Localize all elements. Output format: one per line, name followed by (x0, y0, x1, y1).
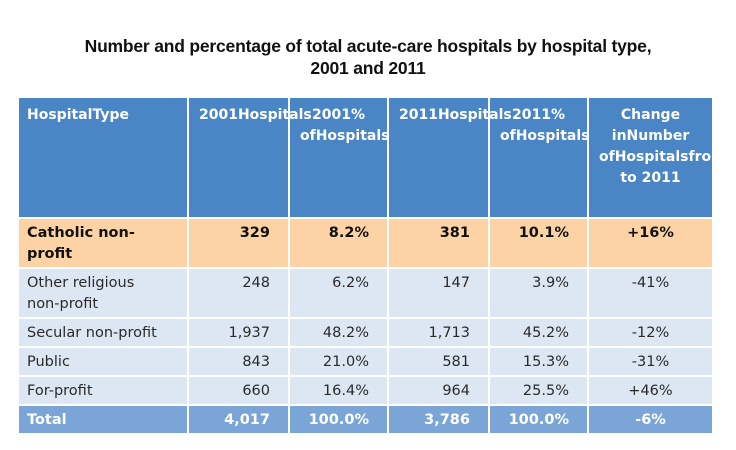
header-row: HospitalType 2001Hospitals 2001% ofHospi… (17, 96, 736, 219)
cell-2001-percent: 8.2% (288, 217, 389, 269)
title-line-1: Number and percentage of total acute-car… (84, 36, 652, 56)
cell-2011-percent: 100.0% (488, 404, 589, 435)
cell-change: +16% (587, 217, 714, 269)
cell-2001-hospitals: 660 (187, 375, 290, 406)
cell-2011-percent: 25.5% (488, 375, 589, 406)
cell-2001-percent: 6.2% (288, 267, 389, 319)
hospitals-table: HospitalType 2001Hospitals 2001% ofHospi… (17, 96, 736, 435)
cell-2001-hospitals: 329 (187, 217, 290, 269)
cell-2001-percent: 21.0% (288, 346, 389, 377)
cell-2001-hospitals: 1,937 (187, 317, 290, 348)
cell-2001-hospitals: 4,017 (187, 404, 290, 435)
cell-type: Catholic non-profit (17, 217, 189, 269)
table-row-secular: Secular non-profit 1,937 48.2% 1,713 45.… (17, 317, 714, 348)
cell-type: Public (17, 346, 189, 377)
cell-2001-hospitals: 248 (187, 267, 290, 319)
table-row-public: Public 843 21.0% 581 15.3% -31% (17, 346, 714, 377)
cell-2011-hospitals: 581 (387, 346, 490, 377)
cell-change: -41% (587, 267, 714, 319)
cell-change: -12% (587, 317, 714, 348)
cell-type: Secular non-profit (17, 317, 189, 348)
cell-2011-percent: 15.3% (488, 346, 589, 377)
cell-2011-hospitals: 147 (387, 267, 490, 319)
cell-2011-percent: 10.1% (488, 217, 589, 269)
cell-2011-percent: 3.9% (488, 267, 589, 319)
table-title: Number and percentage of total acute-car… (0, 35, 736, 79)
header-hospital-type: HospitalType (17, 96, 189, 219)
header-2011-percent: 2011% ofHospitals (488, 96, 589, 219)
header-2011-hospitals: 2011Hospitals (387, 96, 512, 219)
header-2001-hospitals: 2001Hospitals (187, 96, 312, 219)
cell-2001-percent: 100.0% (288, 404, 389, 435)
cell-2001-percent: 48.2% (288, 317, 389, 348)
cell-type: For-profit (17, 375, 189, 406)
header-change: Change inNumber ofHospitalsfrom2001 to 2… (587, 96, 736, 219)
table-row-total: Total 4,017 100.0% 3,786 100.0% -6% (17, 404, 714, 435)
cell-change: -31% (587, 346, 714, 377)
cell-type: Other religious non-profit (17, 267, 189, 319)
header-2001-percent: 2001% ofHospitals (288, 96, 389, 219)
title-line-2: 2001 and 2011 (310, 58, 426, 78)
table-row-other-religious: Other religious non-profit 248 6.2% 147 3… (17, 267, 714, 319)
table-row-catholic: Catholic non-profit 329 8.2% 381 10.1% +… (17, 217, 714, 269)
cell-change: -6% (587, 404, 714, 435)
cell-type: Total (17, 404, 189, 435)
cell-2001-percent: 16.4% (288, 375, 389, 406)
cell-2011-percent: 45.2% (488, 317, 589, 348)
cell-change: +46% (587, 375, 714, 406)
cell-2011-hospitals: 1,713 (387, 317, 490, 348)
cell-2011-hospitals: 3,786 (387, 404, 490, 435)
table-row-for-profit: For-profit 660 16.4% 964 25.5% +46% (17, 375, 714, 406)
cell-2001-hospitals: 843 (187, 346, 290, 377)
cell-2011-hospitals: 381 (387, 217, 490, 269)
cell-2011-hospitals: 964 (387, 375, 490, 406)
